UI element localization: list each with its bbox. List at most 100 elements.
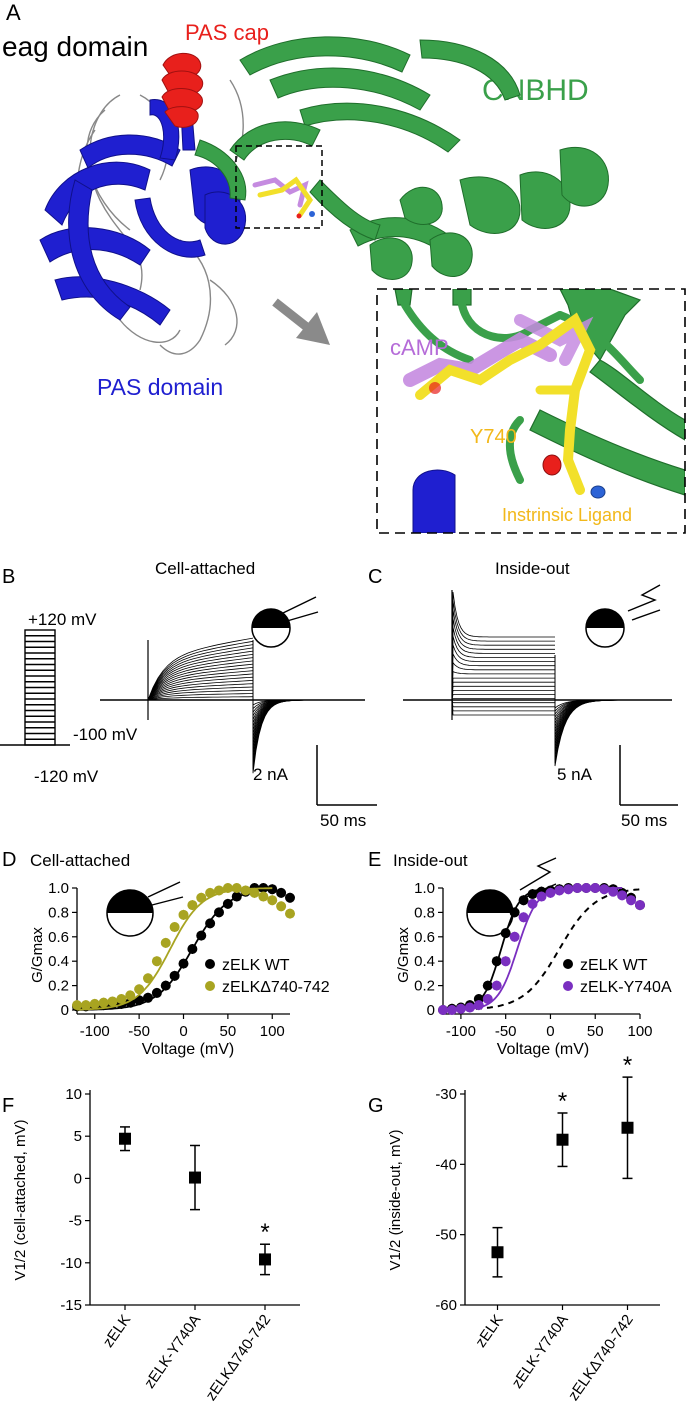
x-tick-label: 50 [587,1023,604,1040]
mean-marker-0 [119,1132,131,1145]
pas-cap-label: PAS cap [185,20,269,45]
data-point-0-9 [151,987,162,998]
data-point-1-5 [116,994,127,1005]
significance-star: * [260,1219,269,1246]
chart-e-xlabel: Voltage (mV) [497,1041,589,1058]
data-point-1-12 [545,887,556,898]
data-point-1-1 [80,1000,91,1011]
legend-d-del-label: zELKΔ740-742 [222,979,330,996]
y-tick-label: 0 [74,1170,82,1187]
x-tick-label: -100 [80,1023,110,1040]
legend-d-wt-marker [205,959,215,969]
mean-marker-0 [491,1246,504,1259]
y-tick-label: 0.8 [48,904,69,921]
y-tick-label: -50 [435,1227,457,1244]
data-point-1-11 [536,891,547,902]
chart-d: 0 0.2 0.4 0.6 0.8 1.0 -100 -50 0 50 100 [48,880,295,1040]
data-point-0-8 [509,907,520,918]
legend-e-wt-marker [563,959,573,969]
data-point-1-8 [143,973,153,984]
y-tick-label: 1.0 [48,880,69,897]
y-tick-label: -60 [435,1297,457,1314]
data-point-0-12 [178,958,189,969]
y-tick-label: 0.6 [414,929,435,946]
scale-current-b: 2 nA [253,765,289,784]
trace-c-title: Inside-out [495,559,570,578]
data-point-1-9 [151,956,162,967]
data-point-1-19 [608,886,619,897]
zoom-arrow [272,298,330,345]
data-point-1-11 [169,922,180,933]
data-point-0-10 [527,889,538,900]
data-point-0-5 [482,980,493,991]
data-point-1-16 [581,883,592,893]
chart-d-title: Cell-attached [30,851,130,870]
y-tick-label: 5 [74,1128,82,1145]
protein-structure-illustration [39,36,609,355]
y-tick-label: 0.6 [48,929,69,946]
data-point-0-16 [214,907,224,918]
inside-out-icon [585,584,661,648]
chart-e-title: Inside-out [393,851,468,870]
panel-letter-c: C [368,566,382,588]
y-tick-label: 1.0 [414,880,435,897]
data-point-0-11 [169,970,180,981]
voltage-protocol [0,629,70,746]
data-point-0-10 [160,980,171,991]
data-point-1-23 [276,901,287,912]
data-point-0-14 [196,930,207,941]
mean-marker-2 [621,1121,634,1134]
chart-d-cell-icon [106,881,184,937]
panel-letter-f: F [2,1095,14,1117]
data-point-1-15 [205,887,216,898]
data-point-0-23 [276,887,287,898]
chart-e-legend: zELK WT zELK-Y740A [563,957,672,996]
data-point-1-6 [125,990,136,1001]
data-point-1-4 [107,996,118,1007]
data-point-0-8 [143,992,153,1003]
camp-label: cAMP [390,335,449,360]
y-tick-label: -10 [60,1255,82,1272]
data-point-1-22 [635,900,645,911]
data-point-1-18 [599,884,610,895]
panel-letter-g: G [368,1095,384,1117]
data-point-1-2 [455,1003,466,1014]
x-category-label: zELK [100,1312,134,1351]
data-point-1-4 [473,1000,484,1011]
protocol-top-label: +120 mV [28,610,97,629]
y-tick-label: 0 [61,1002,69,1019]
data-point-1-20 [249,887,260,898]
data-point-0-17 [222,898,233,909]
y-tick-label: 0.2 [48,978,69,995]
data-point-1-17 [590,883,601,893]
legend-e-wt-label: zELK WT [580,957,648,974]
significance-star: * [558,1088,567,1115]
current-traces-b [100,637,365,774]
y-tick-label: 10 [65,1086,82,1103]
data-point-1-15 [572,883,583,893]
data-point-1-18 [231,883,242,893]
x-tick-label: -50 [495,1023,517,1040]
chart-e: 0 0.2 0.4 0.6 0.8 1.0 -100 -50 0 50 100 [414,880,652,1040]
x-tick-label: 50 [220,1023,237,1040]
protocol-hold-label: -100 mV [73,725,138,744]
scale-time-b: 50 ms [320,811,366,830]
data-point-1-0 [438,1005,448,1015]
chart-d-xlabel: Voltage (mV) [142,1041,234,1058]
data-point-1-13 [554,885,565,896]
trace-b-title: Cell-attached [155,559,255,578]
x-category-label: zELK-Y740A [141,1312,204,1392]
data-point-0-13 [187,944,198,954]
x-tick-label: 100 [627,1023,652,1040]
panel-letter-b: B [2,566,15,588]
binding-site-inset: cAMP Y740 Instrinsic Ligand [376,288,686,534]
panel-letter-a: A [6,0,21,25]
mean-marker-1 [556,1133,569,1146]
data-point-1-0 [72,1000,82,1011]
x-category-label: zELKΔ740-742 [202,1312,274,1404]
y740-label: Y740 [470,426,517,448]
y-tick-label: 0.2 [414,978,435,995]
legend-d-del-marker [205,981,215,991]
data-point-1-9 [518,912,529,923]
